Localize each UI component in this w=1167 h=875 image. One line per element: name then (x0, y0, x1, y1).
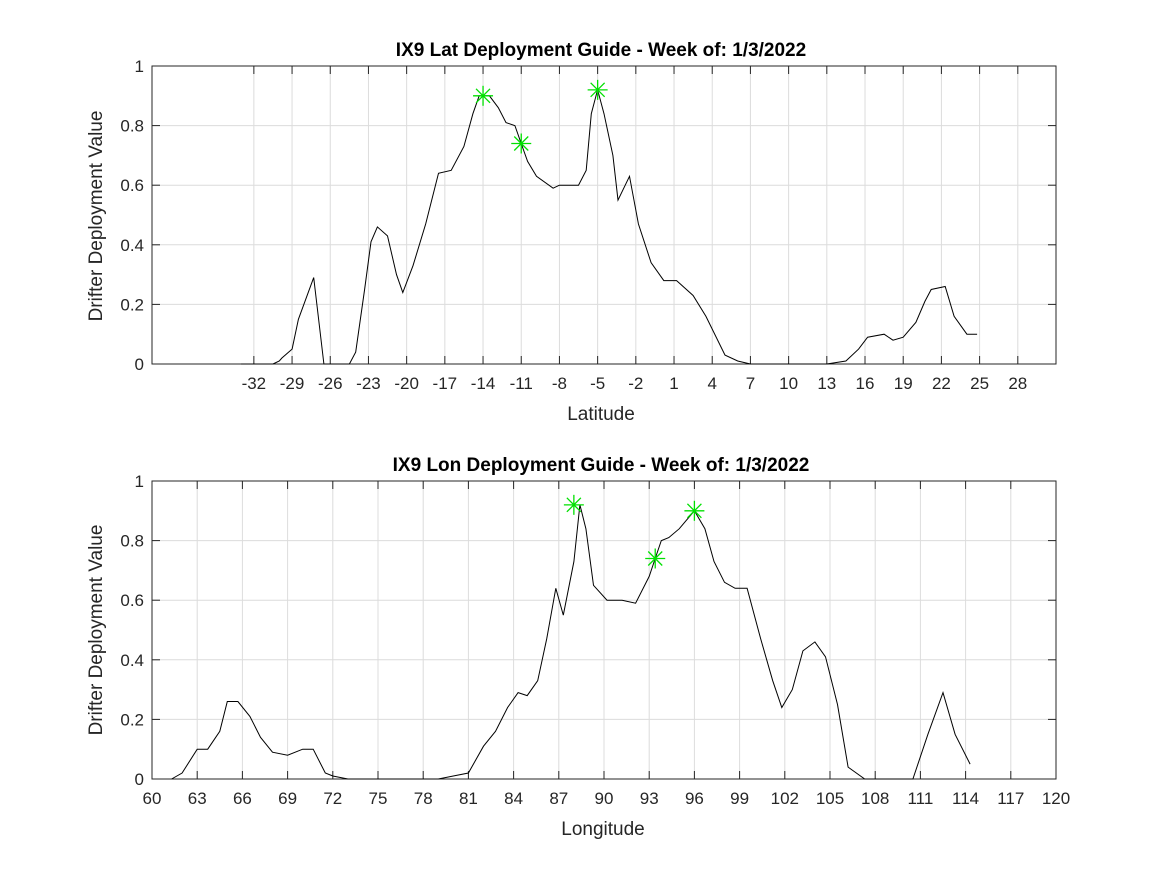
lat-chart-axes-border (151, 65, 1057, 365)
lat-chart-xtick-label: -23 (356, 374, 381, 393)
lon-chart-ytick-label: 0 (135, 770, 144, 789)
lat-chart-ytick-label: 0.4 (120, 236, 144, 255)
lat-chart-ylabel: Drifter Deployment Value (86, 111, 107, 322)
lon-chart-ytick-label: 0.2 (120, 710, 144, 729)
lat-chart-ytick-label: 0.6 (120, 176, 144, 195)
lon-chart-xtick-label: 99 (730, 789, 749, 808)
lon-chart-xtick-label: 63 (188, 789, 207, 808)
lat-chart-xtick-label: -17 (433, 374, 458, 393)
lon-chart-xtick-label: 108 (861, 789, 889, 808)
lat-chart-plot-area: -32 -29 -26 -23 -20 -17 -14 -11 -8 -5 -2 1 4 7 10 13 16 1… (120, 57, 1057, 393)
lat-chart-xtick-label: -32 (242, 374, 267, 393)
lat-chart-ytick-label: 0 (135, 355, 144, 374)
lat-chart-axes-box (151, 65, 1057, 365)
lat-chart-series-line (241, 87, 978, 365)
lat-chart-xtick-label: -26 (318, 374, 343, 393)
lon-chart-xtick-label: 69 (278, 789, 297, 808)
lat-chart-ytick-label: 0.2 (120, 295, 144, 314)
lon-chart-xlabel: Longitude (561, 819, 644, 840)
lon-chart-series-line (171, 504, 971, 780)
lat-chart: -32 -29 -26 -23 -20 -17 -14 -11 -8 -5 -2 1 4 7 10 13 16 1… (86, 40, 1057, 425)
lon-chart-ytick-label: 0.6 (120, 591, 144, 610)
lon-chart-ylabel: Drifter Deployment Value (86, 525, 107, 736)
lon-chart-xtick-label: 114 (952, 789, 979, 808)
lon-chart-xtick-label: 81 (459, 789, 478, 808)
lat-chart-xtick-label: -14 (471, 374, 496, 393)
lon-chart-xtick-label: 60 (143, 789, 162, 808)
lon-chart-ytick-label: 1 (135, 472, 144, 491)
lat-chart-title: IX9 Lat Deployment Guide - Week of: 1/3/… (396, 40, 806, 61)
lon-chart-plot-area: 60 63 66 69 72 75 78 81 84 87 90 93 96 99 102 105 108 111… (120, 472, 1070, 808)
lon-chart-xtick-label: 72 (323, 789, 342, 808)
lon-chart-peak-marker (684, 500, 705, 521)
lon-chart-xtick-label: 78 (414, 789, 433, 808)
lat-chart-xtick-label: 13 (817, 374, 836, 393)
lon-chart-ytick-label: 0.8 (120, 532, 144, 551)
lon-chart-xtick-label: 93 (640, 789, 659, 808)
lon-chart-peak-marker (645, 548, 666, 569)
lon-chart-xtick-label: 96 (685, 789, 704, 808)
lat-chart-peak-marker (587, 79, 608, 100)
lat-chart-ytick-label: 0.8 (120, 117, 144, 136)
lat-chart-xtick-label: -20 (394, 374, 419, 393)
lat-chart-ytick-label: 1 (135, 57, 144, 76)
lon-chart-xtick-label: 105 (816, 789, 844, 808)
lon-chart-xtick-label: 102 (771, 789, 799, 808)
lon-chart: 60 63 66 69 72 75 78 81 84 87 90 93 96 99 102 105 108 111… (86, 455, 1070, 840)
lat-chart-xtick-label: 4 (707, 374, 716, 393)
lat-chart-xtick-label: 28 (1008, 374, 1027, 393)
lat-chart-peak-marker (473, 85, 494, 106)
lon-chart-xtick-label: 90 (595, 789, 614, 808)
lon-chart-title: IX9 Lon Deployment Guide - Week of: 1/3/… (393, 455, 810, 476)
lon-chart-peak-marker (563, 494, 584, 515)
lat-chart-xtick-label: 7 (746, 374, 755, 393)
lat-chart-xtick-label: -2 (628, 374, 643, 393)
lat-chart-xtick-label: 16 (856, 374, 875, 393)
lat-chart-xtick-label: 1 (669, 374, 678, 393)
lon-chart-xtick-label: 66 (233, 789, 252, 808)
lon-chart-xtick-label: 87 (549, 789, 568, 808)
lat-chart-xtick-label: -11 (510, 374, 533, 393)
lat-chart-peak-marker (511, 133, 532, 154)
lat-chart-xtick-label: 19 (894, 374, 913, 393)
lon-chart-xtick-label: 111 (907, 789, 933, 808)
lat-chart-xtick-label: 22 (932, 374, 951, 393)
lat-chart-xtick-label: 10 (779, 374, 798, 393)
lon-chart-xtick-label: 75 (369, 789, 388, 808)
lon-chart-ytick-label: 0.4 (120, 651, 144, 670)
lat-chart-xlabel: Latitude (567, 404, 635, 425)
lon-chart-xtick-label: 117 (997, 789, 1024, 808)
lat-chart-xtick-label: 25 (970, 374, 989, 393)
lat-chart-xtick-label: -5 (590, 374, 605, 393)
lon-chart-xtick-label: 84 (504, 789, 523, 808)
lat-chart-xtick-label: -29 (280, 374, 305, 393)
lon-chart-xtick-label: 120 (1042, 789, 1070, 808)
lat-chart-xtick-label: -8 (552, 374, 567, 393)
